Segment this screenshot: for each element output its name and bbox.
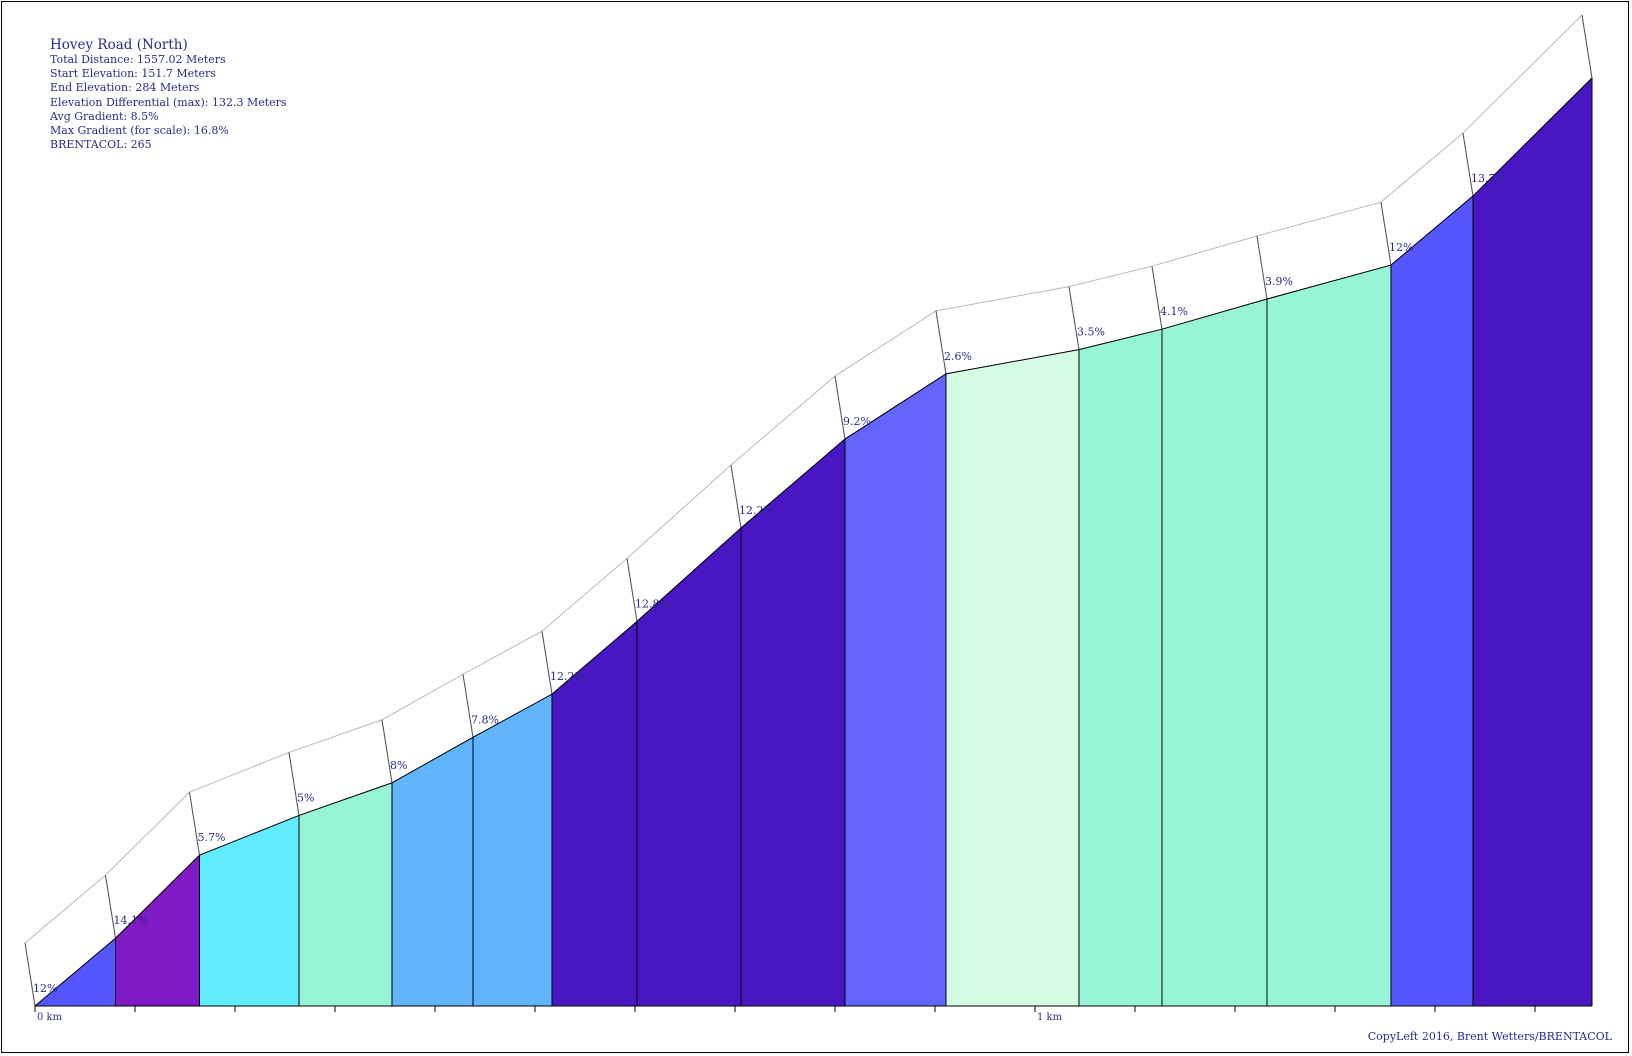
band-edge bbox=[834, 375, 846, 440]
segment-bar bbox=[115, 855, 200, 1006]
copyleft-credit: CopyLeft 2016, Brent Wetters/BRENTACOL bbox=[1367, 1030, 1612, 1043]
segment-bar bbox=[1161, 299, 1267, 1006]
band-edge bbox=[1581, 14, 1593, 79]
gradient-label: 13.7% bbox=[1471, 172, 1506, 185]
gradient-label: 3.5% bbox=[1077, 326, 1105, 339]
band-edge bbox=[1462, 132, 1474, 197]
segment-bar bbox=[740, 439, 845, 1006]
segment-bar bbox=[1078, 329, 1162, 1006]
band-edge bbox=[189, 792, 200, 856]
end-elevation: End Elevation: 284 Meters bbox=[50, 81, 200, 95]
x-tick-label: 1 km bbox=[1037, 1012, 1063, 1023]
segment-bar bbox=[1390, 196, 1473, 1006]
segment-bar bbox=[1266, 265, 1391, 1007]
gradient-label: 12% bbox=[33, 982, 57, 995]
segment-bar bbox=[551, 621, 637, 1006]
max-gradient: Max Gradient (for scale): 16.8% bbox=[50, 124, 229, 138]
gradient-label: 12.8% bbox=[635, 597, 670, 610]
x-tick-label: 0 km bbox=[37, 1012, 63, 1023]
segment-bar bbox=[945, 349, 1079, 1006]
band-edge bbox=[730, 464, 742, 529]
band-edge bbox=[288, 752, 300, 816]
segment-bar bbox=[199, 815, 299, 1006]
gradient-label: 5% bbox=[297, 791, 314, 804]
band-edge bbox=[1068, 286, 1080, 350]
gradient-label: 12.2% bbox=[739, 504, 774, 517]
gradient-label: 12.2% bbox=[550, 670, 585, 683]
segment-bar bbox=[472, 694, 552, 1006]
gradient-label: 14.1% bbox=[113, 914, 148, 927]
avg-gradient: Avg Gradient: 8.5% bbox=[50, 109, 159, 123]
gradient-label: 8% bbox=[390, 759, 407, 772]
band-edge bbox=[1256, 235, 1268, 300]
brentacol-score: BRENTACOL: 265 bbox=[50, 138, 152, 152]
band-edge bbox=[626, 558, 638, 622]
segment-bar bbox=[391, 737, 473, 1006]
band-edge bbox=[541, 631, 553, 695]
band-edge bbox=[462, 674, 474, 738]
band-edge bbox=[105, 875, 116, 939]
gradient-label: 7.8% bbox=[471, 713, 499, 726]
elevation-differential: Elevation Differential (max): 132.3 Mete… bbox=[50, 95, 287, 109]
start-elevation: Start Elevation: 151.7 Meters bbox=[50, 67, 216, 81]
profile-line bbox=[34, 77, 1593, 1007]
gradient-label: 2.6% bbox=[944, 350, 972, 363]
total-distance: Total Distance: 1557.02 Meters bbox=[50, 53, 226, 66]
band-edge bbox=[24, 942, 36, 1007]
gradient-label: 3.9% bbox=[1265, 275, 1293, 288]
band-edge bbox=[1380, 201, 1392, 266]
band-edge bbox=[381, 719, 393, 783]
gradient-label: 9.2% bbox=[843, 415, 871, 428]
segment-bar bbox=[298, 782, 392, 1006]
info-panel: Hovey Road (North) Total Distance: 1557.… bbox=[50, 37, 287, 152]
gradient-label: 5.7% bbox=[197, 831, 225, 844]
band-edge bbox=[1151, 266, 1163, 330]
profile-title: Hovey Road (North) bbox=[50, 37, 188, 53]
band-edge bbox=[935, 310, 947, 374]
segment-bar bbox=[1472, 78, 1592, 1006]
segment-bar bbox=[844, 373, 946, 1007]
gradient-label: 12% bbox=[1389, 241, 1413, 254]
segment-bar bbox=[636, 528, 741, 1006]
gradient-label: 4.1% bbox=[1160, 305, 1188, 318]
